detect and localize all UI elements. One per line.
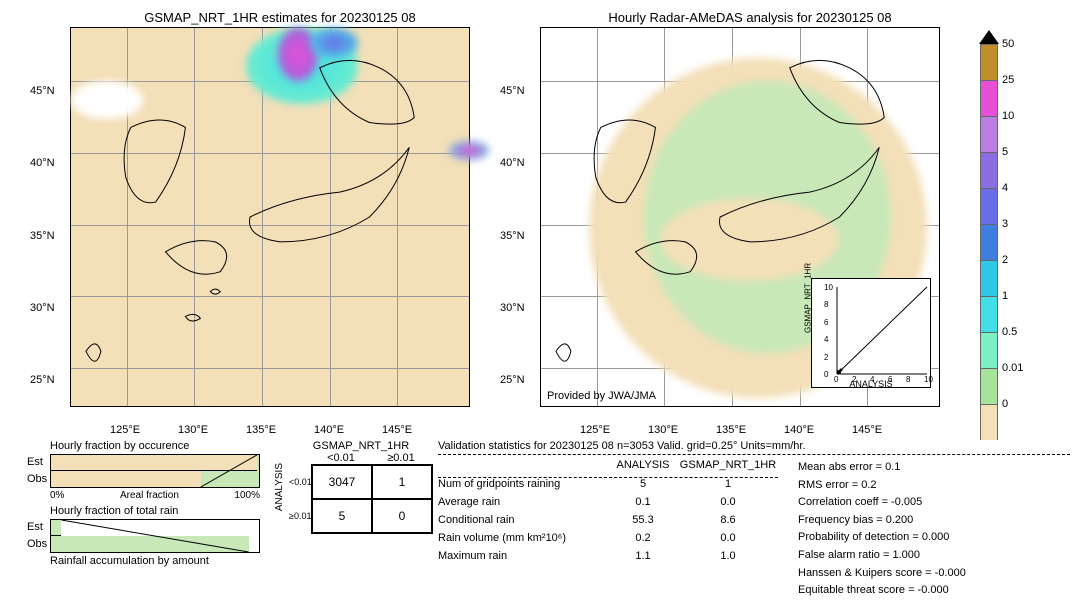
lon-tick: 135°E xyxy=(246,424,276,436)
colorbar-segment xyxy=(980,224,998,260)
colorbar-tick: 0.5 xyxy=(1002,326,1017,338)
metric-line: Probability of detection = 0.000 xyxy=(798,529,966,547)
colorbar-segment xyxy=(980,260,998,296)
metric-line: Hanssen & Kuipers score = -0.000 xyxy=(798,565,966,583)
figure-root: GSMAP_NRT_1HR estimates for 20230125 08 … xyxy=(0,0,1080,612)
lat-tick: 30°N xyxy=(500,302,525,314)
stats-title: Validation statistics for 20230125 08 n=… xyxy=(438,440,1070,452)
inset-ylabel: GSMAP_NRT_1HR xyxy=(804,263,813,333)
lat-tick: 40°N xyxy=(500,157,525,169)
left-map-panel: GSMAP_NRT_1HR estimates for 20230125 08 … xyxy=(70,10,490,407)
lon-tick: 130°E xyxy=(178,424,208,436)
contingency-table: ANALYSIS GSMAP_NRT_1HR <0.01≥0.01 <0.01 … xyxy=(274,440,424,534)
colorbar-tick: 10 xyxy=(1002,110,1014,122)
colorbar-segment xyxy=(980,152,998,188)
lon-tick: 125°E xyxy=(580,424,610,436)
lon-tick: 145°E xyxy=(382,424,412,436)
lon-tick: 130°E xyxy=(648,424,678,436)
lon-tick: 135°E xyxy=(716,424,746,436)
colorbar-segment xyxy=(980,332,998,368)
contingency-side-label: ANALYSIS xyxy=(274,463,285,511)
lat-tick: 40°N xyxy=(30,157,55,169)
metrics-list: Mean abs error = 0.1RMS error = 0.2Corre… xyxy=(798,459,966,600)
inset-scatter: ANALYSIS GSMAP_NRT_1HR 00224466881010 xyxy=(811,278,931,388)
contingency-title: GSMAP_NRT_1HR xyxy=(289,440,433,452)
occurrence-chart: Est Obs xyxy=(50,454,260,488)
colorbar-tick: 50 xyxy=(1002,38,1014,50)
colorbar-segment xyxy=(980,296,998,332)
colorbar-tick: 5 xyxy=(1002,146,1008,158)
metric-line: RMS error = 0.2 xyxy=(798,477,966,495)
bottom-row: Hourly fraction by occurence Est Obs 0% … xyxy=(50,440,1070,600)
colorbar-segment xyxy=(980,404,998,440)
colorbar-arrow-icon xyxy=(979,30,999,44)
metric-line: Frequency bias = 0.200 xyxy=(798,512,966,530)
colorbar-tick: 2 xyxy=(1002,254,1008,266)
totalrain-title: Hourly fraction of total rain xyxy=(50,505,260,517)
colorbar-tick: 0.01 xyxy=(1002,362,1023,374)
metric-line: Equitable threat score = -0.000 xyxy=(798,582,966,600)
cont-cell: 1 xyxy=(372,465,432,499)
lon-tick: 140°E xyxy=(784,424,814,436)
accum-title: Rainfall accumulation by amount xyxy=(50,555,260,567)
metric-line: Mean abs error = 0.1 xyxy=(798,459,966,477)
colorbar-tick: 1 xyxy=(1002,290,1008,302)
metric-line: Correlation coeff = -0.005 xyxy=(798,494,966,512)
lon-tick: 140°E xyxy=(314,424,344,436)
metric-line: False alarm ratio = 1.000 xyxy=(798,547,966,565)
lon-tick: 145°E xyxy=(852,424,882,436)
lat-tick: 35°N xyxy=(30,230,55,242)
lat-tick: 25°N xyxy=(500,374,525,386)
right-map-frame: Provided by JWA/JMA ANALYSIS GSMAP_NRT_1… xyxy=(540,27,940,407)
coastline-svg xyxy=(71,28,469,406)
fraction-charts: Hourly fraction by occurence Est Obs 0% … xyxy=(50,440,260,569)
cont-cell: 0 xyxy=(372,499,432,533)
totalrain-chart: Est Obs xyxy=(50,519,260,553)
cont-cell: 3047 xyxy=(312,465,372,499)
left-map-title: GSMAP_NRT_1HR estimates for 20230125 08 xyxy=(70,10,490,25)
colorbar: 502510543210.50.010 xyxy=(980,30,999,440)
colorbar-tick: 0 xyxy=(1002,398,1008,410)
colorbar-segment xyxy=(980,188,998,224)
colorbar-segment xyxy=(980,368,998,404)
lon-tick: 125°E xyxy=(110,424,140,436)
colorbar-tick: 3 xyxy=(1002,218,1008,230)
colorbar-segment xyxy=(980,44,998,80)
occurrence-title: Hourly fraction by occurence xyxy=(50,440,260,452)
right-map-panel: Hourly Radar-AMeDAS analysis for 2023012… xyxy=(540,10,960,407)
colorbar-segment xyxy=(980,80,998,116)
attribution-text: Provided by JWA/JMA xyxy=(547,390,656,402)
lat-tick: 45°N xyxy=(500,85,525,97)
contingency-grid: 3047 1 5 0 xyxy=(311,464,433,534)
stats-table: ANALYSISGSMAP_NRT_1HR xyxy=(438,459,778,478)
colorbar-tick: 4 xyxy=(1002,182,1008,194)
left-map-frame xyxy=(70,27,470,407)
colorbar-tick: 25 xyxy=(1002,74,1014,86)
right-map-title: Hourly Radar-AMeDAS analysis for 2023012… xyxy=(540,10,960,25)
lat-tick: 25°N xyxy=(30,374,55,386)
stats-block: Validation statistics for 20230125 08 n=… xyxy=(438,440,1070,600)
cont-cell: 5 xyxy=(312,499,372,533)
lat-tick: 45°N xyxy=(30,85,55,97)
lat-tick: 30°N xyxy=(30,302,55,314)
lat-tick: 35°N xyxy=(500,230,525,242)
colorbar-segment xyxy=(980,116,998,152)
